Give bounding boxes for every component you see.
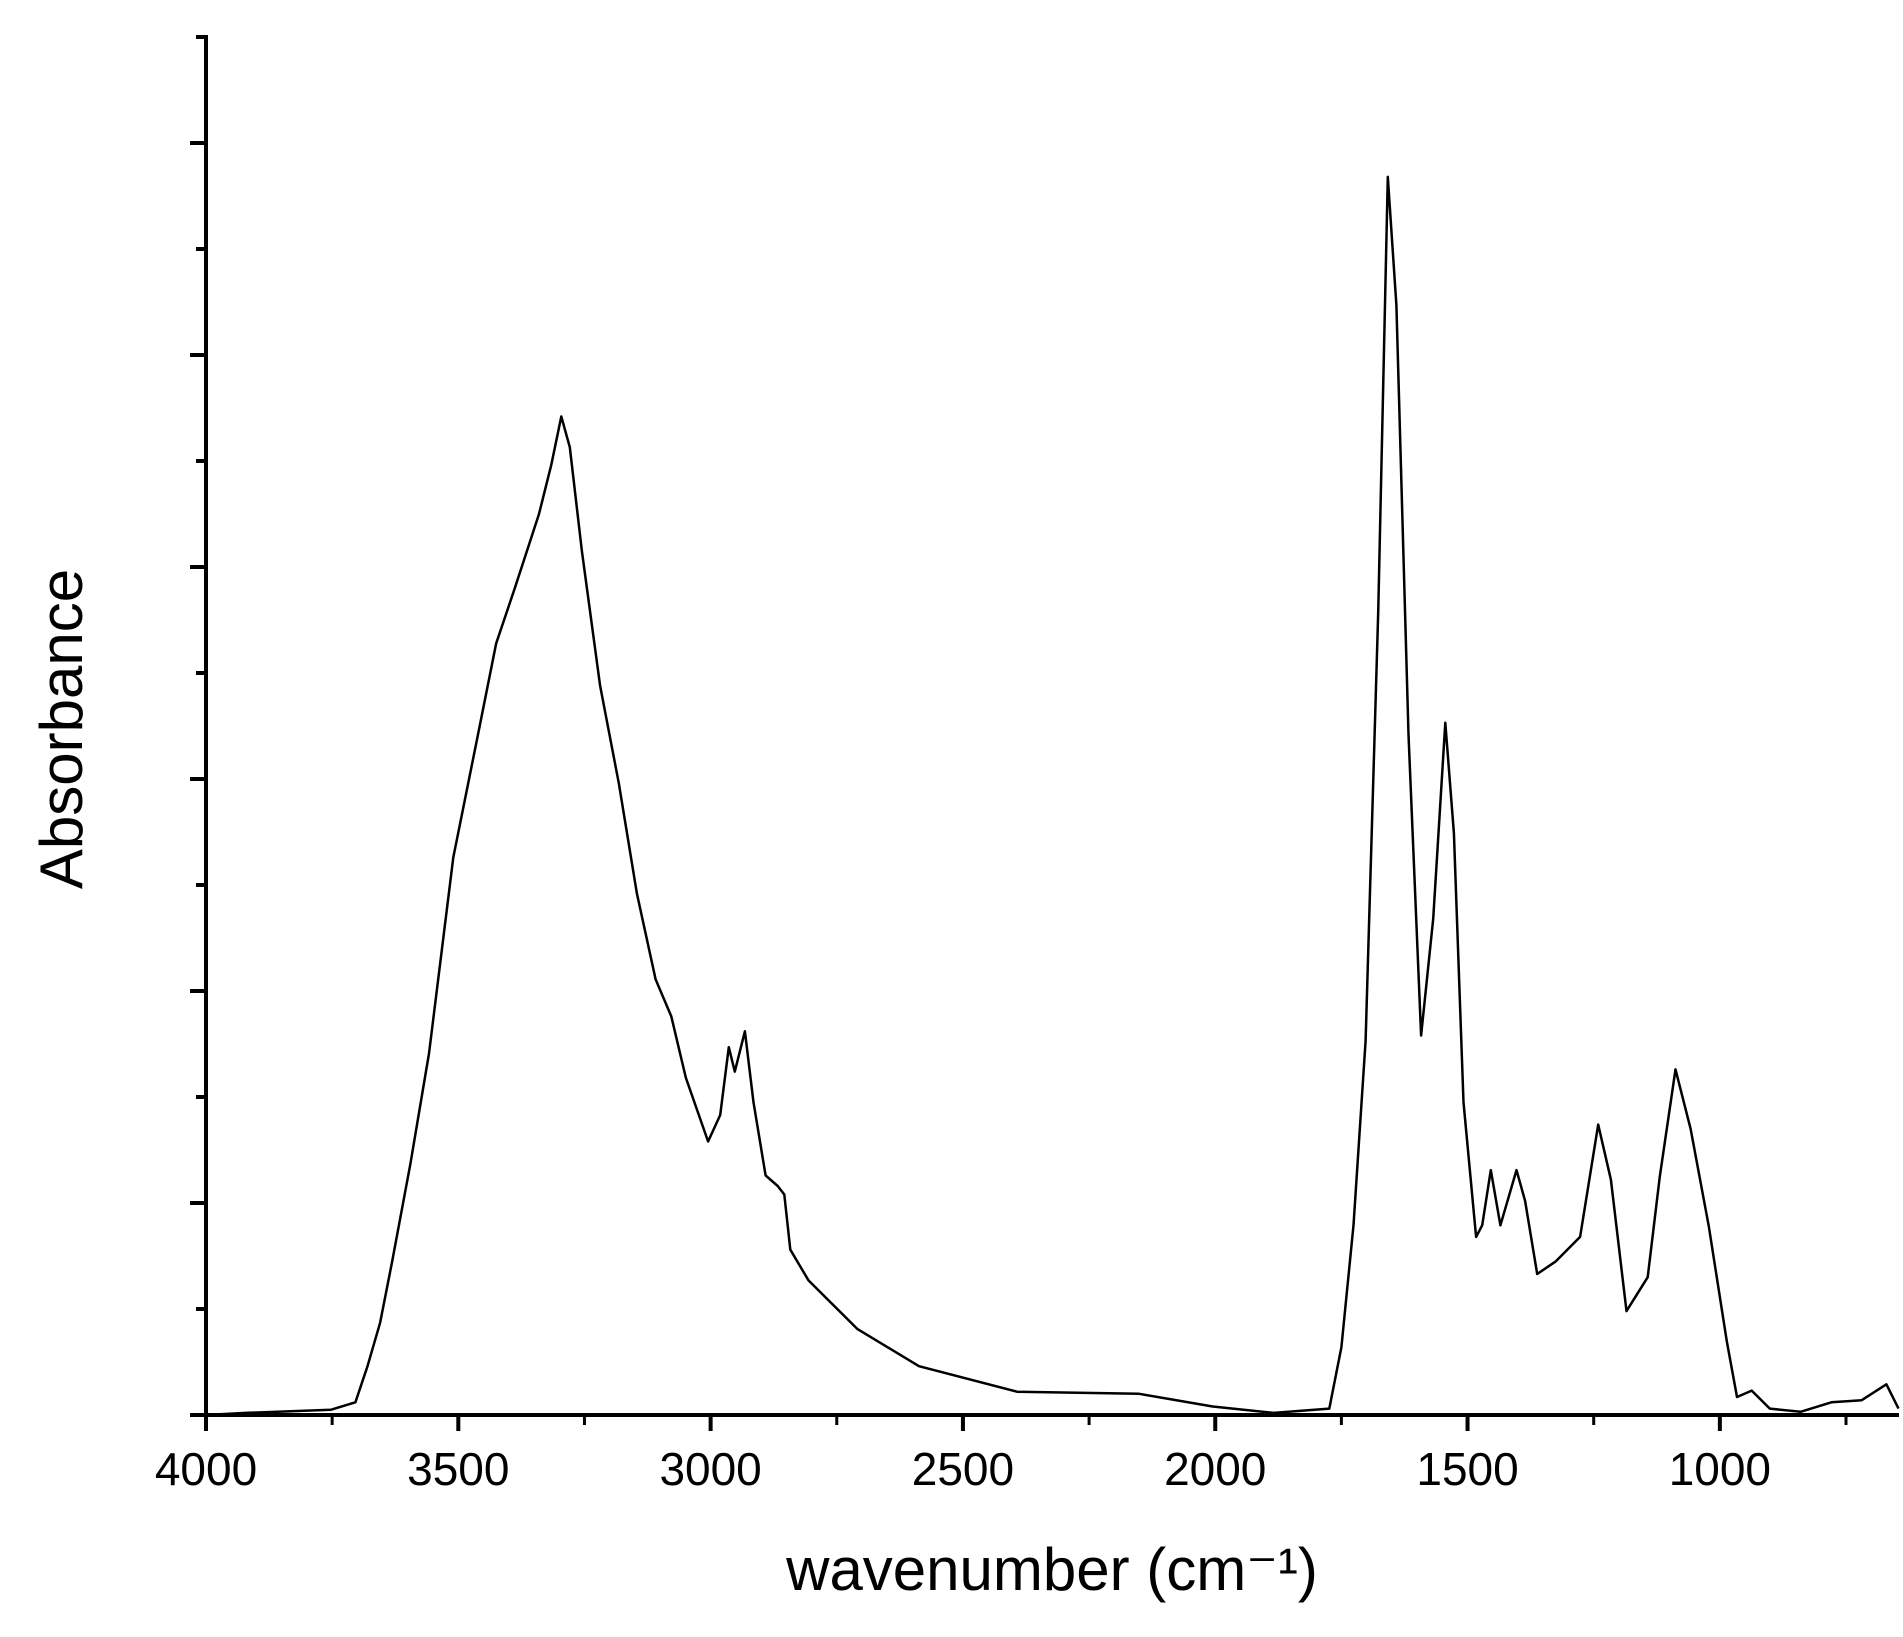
x-tick-label: 1500	[1416, 1443, 1518, 1495]
x-tick-label: 2000	[1164, 1443, 1266, 1495]
x-tick-label: 3000	[659, 1443, 761, 1495]
spectrum-line	[205, 175, 1900, 1417]
x-tick-label: 3500	[407, 1443, 509, 1495]
x-axis-label: wavenumber (cm⁻¹)	[785, 1536, 1318, 1603]
x-tick-label: 1000	[1669, 1443, 1771, 1495]
x-tick-label: 4000	[155, 1443, 257, 1495]
y-axis-label: Absorbance	[28, 569, 95, 889]
x-tick-label: 2500	[912, 1443, 1014, 1495]
